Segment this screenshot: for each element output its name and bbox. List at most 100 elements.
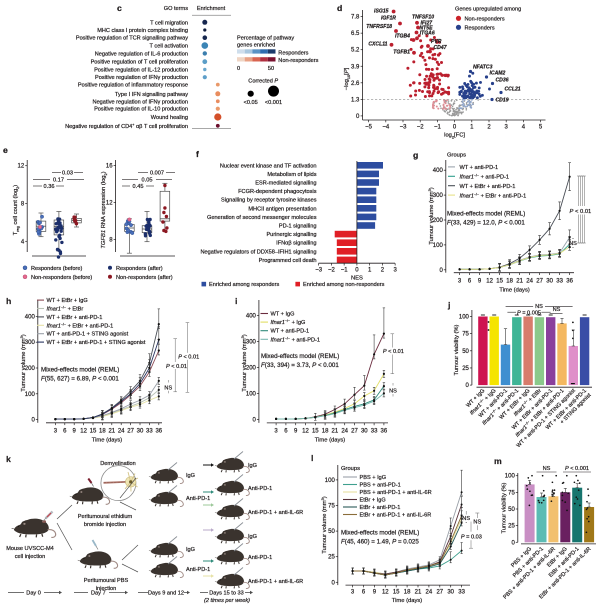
svg-text:2: 2 [487,125,491,131]
svg-text:300: 300 [433,193,444,199]
svg-text:21: 21 [516,279,523,285]
svg-text:36: 36 [381,429,388,435]
svg-text:6: 6 [284,429,288,435]
svg-text:NS: NS [462,516,470,522]
svg-text:NS: NS [543,466,551,472]
svg-text:NS: NS [473,520,481,526]
svg-text:21: 21 [415,590,422,596]
svg-text:Generation of second messenger: Generation of second messenger molecules [207,215,317,221]
svg-text:T cell migration: T cell migration [150,20,188,26]
svg-text:F(33, 429) = 12.0, P < 0.001: F(33, 429) = 12.0, P < 0.001 [447,220,525,227]
svg-text:18: 18 [404,590,411,596]
svg-text:TGFB1 RNA expression (log2): TGFB1 RNA expression (log2) [101,171,108,248]
svg-text:18: 18 [506,279,513,285]
svg-text:PBS + anti-PD-1 + anti-IL-6R: PBS + anti-PD-1 + anti-IL-6R [360,490,432,496]
svg-text:WT + anti-PD-1: WT + anti-PD-1 [460,165,499,171]
svg-text:4: 4 [21,239,25,245]
svg-text:PD-1 signalling: PD-1 signalling [279,224,317,230]
svg-text:33: 33 [371,429,378,435]
svg-text:ICAM2: ICAM2 [490,71,506,77]
svg-text:g: g [413,150,418,160]
svg-text:NT5E: NT5E [420,25,434,31]
svg-text:Ifnar1−/− + EtBr: Ifnar1−/− + EtBr [47,306,84,313]
svg-text:IgG: IgG [248,534,257,540]
svg-text:15: 15 [496,279,503,285]
svg-text:0.36: 0.36 [44,184,55,190]
svg-text:WT + EtBr + anti-PD-1 + STING: WT + EtBr + anti-PD-1 + STING agonist [47,340,146,346]
svg-text:Purinergic signalling: Purinergic signalling [266,232,316,238]
svg-text:50: 50 [462,349,469,355]
svg-text:50: 50 [268,66,274,72]
svg-text:k: k [6,454,11,464]
svg-text:100: 100 [459,315,470,321]
svg-text:5: 5 [539,125,543,131]
svg-text:Positive regulation of IL-10 p: Positive regulation of IL-10 production [94,107,188,113]
svg-text:−3: −3 [315,268,323,274]
svg-text:27: 27 [436,590,443,596]
svg-text:log2[FC]: log2[FC] [444,133,465,140]
svg-text:Tumour volume (mm3): Tumour volume (mm3) [428,187,435,244]
svg-text:WT + EtBr + anti-PD-1: WT + EtBr + anti-PD-1 [460,184,516,190]
svg-text:0: 0 [356,114,360,120]
svg-text:300: 300 [25,340,36,346]
svg-text:e: e [3,145,8,155]
svg-text:9: 9 [478,279,482,285]
svg-text:Nuclear event kinase and TF ac: Nuclear event kinase and TF activation [220,163,317,169]
svg-text:Days 15 to 33: Days 15 to 33 [209,591,244,597]
svg-text:30: 30 [447,590,454,596]
svg-text:200: 200 [25,366,36,372]
svg-text:0: 0 [31,418,35,424]
svg-text:Signalling by receptor tyrosin: Signalling by receptor tyrosine kinases [221,198,317,204]
svg-text:100: 100 [505,474,516,480]
svg-text:3: 3 [351,590,355,596]
svg-text:33: 33 [146,429,153,435]
svg-text:1: 1 [470,125,474,131]
svg-text:Anti-PD-1 + anti-IL-6R: Anti-PD-1 + anti-IL-6R [248,510,303,516]
svg-text:27: 27 [536,279,543,285]
svg-text:GO terms: GO terms [164,6,188,12]
svg-text:200: 200 [246,365,257,371]
svg-text:injection: injection [96,586,117,592]
svg-text:−5: −5 [365,125,373,131]
svg-text:24: 24 [341,429,348,435]
svg-text:CD47: CD47 [434,45,448,51]
svg-text:Non-responders: Non-responders [465,16,505,22]
svg-text:Groups: Groups [341,466,360,472]
svg-text:Tumour volume (mm3): Tumour volume (mm3) [20,334,27,391]
svg-text:Anti-PD-1: Anti-PD-1 [248,486,272,492]
svg-text:1.3: 1.3 [351,97,360,103]
svg-text:T cell activation: T cell activation [150,44,188,50]
svg-text:0: 0 [237,66,240,72]
svg-text:200: 200 [433,218,444,224]
svg-text:Responders: Responders [278,51,308,57]
svg-text:75: 75 [328,504,335,510]
svg-text:36: 36 [566,279,573,285]
svg-text:Negative regulation of IL-6 pr: Negative regulation of IL-6 production [95,51,188,57]
svg-text:Groups: Groups [447,153,466,159]
svg-text:6: 6 [468,279,472,285]
svg-text:25: 25 [508,524,515,530]
svg-text:MHC class I protein complex bi: MHC class I protein complex binding [97,28,188,34]
svg-text:0: 0 [331,580,335,586]
svg-text:75: 75 [462,332,469,338]
svg-text:6: 6 [362,590,366,596]
svg-text:c: c [117,3,122,13]
svg-text:Time (days): Time (days) [92,438,122,444]
svg-text:genes enriched: genes enriched [237,43,275,49]
svg-text:IFNαβ signalling: IFNαβ signalling [276,241,316,247]
svg-text:−4: −4 [382,125,390,131]
svg-text:400: 400 [25,314,36,320]
svg-text:8: 8 [109,237,113,243]
svg-text:Tumour volume (mm3): Tumour volume (mm3) [241,334,248,391]
svg-text:P = 0.005: P = 0.005 [517,310,541,316]
svg-text:Responders (after): Responders (after) [116,266,163,272]
svg-text:F(55, 627) = 6.89, P < 0.001: F(55, 627) = 6.89, P < 0.001 [41,376,119,383]
svg-text:Mouse UVSCC-M4: Mouse UVSCC-M4 [6,546,54,552]
svg-text:Mixed-effects model (REML): Mixed-effects model (REML) [41,367,119,374]
svg-text:6.5: 6.5 [351,31,360,37]
svg-text:PBS + IgG: PBS + IgG [360,475,387,481]
svg-text:PBS + anti-PD-1: PBS + anti-PD-1 [360,483,401,489]
svg-text:0.007: 0.007 [150,171,164,177]
svg-text:15: 15 [90,429,97,435]
svg-text:Anti-PD-1: Anti-PD-1 [186,496,210,502]
